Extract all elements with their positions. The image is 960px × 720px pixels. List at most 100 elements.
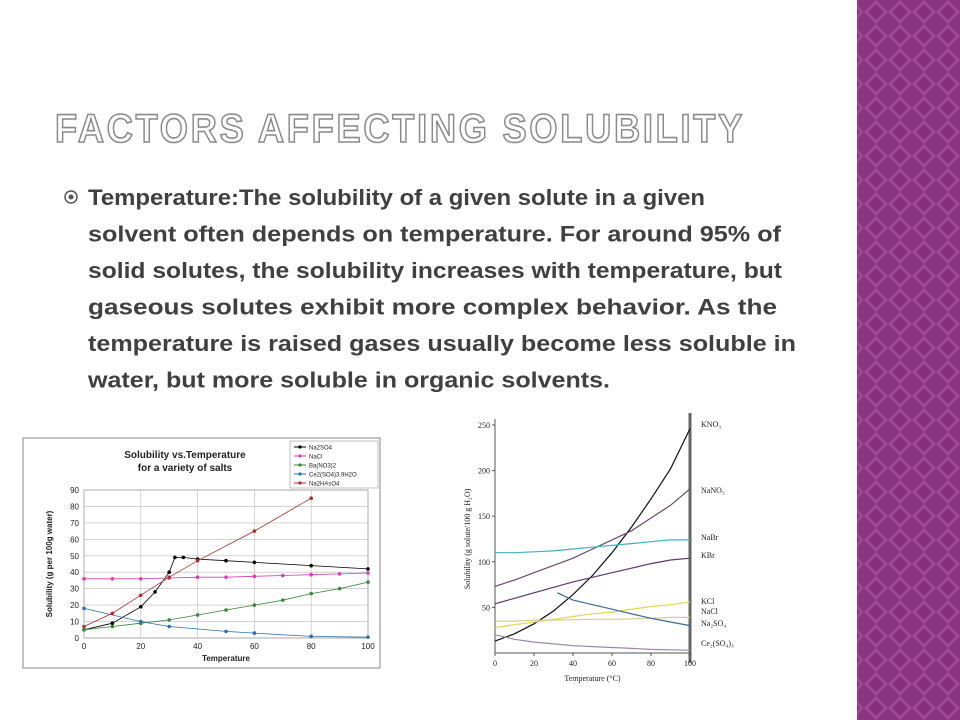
series-label: KBr [701, 551, 715, 560]
data-point [281, 598, 285, 602]
y-tick-label: 250 [478, 421, 490, 430]
data-point [181, 555, 186, 560]
legend-marker [298, 472, 302, 476]
data-point [337, 572, 342, 576]
data-point [173, 555, 177, 560]
y-axis-label: Solubility (g per 100g water) [45, 510, 54, 617]
data-point [139, 619, 143, 624]
data-point [167, 618, 171, 622]
x-tick-label: 100 [361, 642, 375, 651]
legend-label: Na2HAsO4 [309, 482, 340, 488]
data-point [110, 611, 115, 616]
legend-label: Ce2(SO4)3.9H2O [309, 473, 357, 479]
y-tick-label: 150 [478, 512, 490, 521]
data-point [309, 591, 314, 596]
series-line [495, 616, 690, 622]
chart-solubility-salts: 0 10 20 30 40 50 60 70 80 90 0 20 40 60 80 100 Solubilit… [45, 440, 379, 663]
y-tick-label: 90 [70, 486, 79, 495]
data-point [337, 586, 342, 591]
y-tick-label: 50 [482, 603, 490, 612]
y-tick-label: 0 [75, 634, 80, 643]
data-point [252, 574, 257, 579]
x-axis-label: Temperature [202, 654, 250, 663]
series-label: NaBr [701, 533, 719, 542]
x-tick-label: 40 [569, 659, 577, 668]
x-tick-label: 20 [530, 659, 538, 668]
data-point [366, 580, 370, 584]
series-line [83, 557, 369, 631]
data-point [224, 575, 228, 579]
data-point [252, 603, 257, 607]
y-tick-label: 10 [70, 618, 79, 627]
data-point [281, 573, 285, 578]
y-tick-label: 20 [70, 601, 79, 610]
series-label: NaCl [701, 607, 719, 616]
series-label: KNO₃ [701, 420, 721, 429]
series-label: NaNO₃ [701, 486, 725, 495]
data-point [309, 634, 314, 639]
series-line [557, 592, 691, 627]
data-point [82, 624, 86, 629]
x-tick-label: 60 [608, 659, 616, 668]
chart-subtitle: for a variety of salts [138, 463, 233, 474]
y-tick-label: 100 [478, 558, 490, 567]
legend-marker [298, 463, 302, 467]
data-point [110, 577, 115, 581]
legend-marker [298, 454, 302, 458]
legend-marker [298, 481, 302, 485]
data-point [82, 577, 86, 581]
y-tick-label: 200 [478, 467, 490, 476]
y-tick-label: 30 [70, 585, 79, 594]
data-point [366, 635, 370, 639]
series-line [494, 488, 691, 587]
side-band [857, 0, 960, 720]
data-point [139, 593, 143, 598]
bullet-line: Temperature:The solubility of a given so… [88, 185, 705, 210]
data-point [195, 575, 200, 579]
x-tick-label: 0 [82, 642, 87, 651]
data-point [224, 629, 228, 634]
x-tick-label: 40 [193, 642, 202, 651]
series-label: Ce₂(SO₄)₃ [701, 639, 734, 648]
x-tick-label: 0 [493, 659, 497, 668]
y-tick-label: 40 [70, 568, 79, 577]
data-point [195, 613, 200, 617]
series-line [494, 601, 691, 629]
x-axis-label: Temperature (°C) [564, 674, 621, 683]
data-point [195, 558, 200, 563]
bullet-icon [68, 194, 74, 200]
series-line [494, 557, 691, 605]
series-line [494, 428, 691, 642]
data-point [252, 529, 257, 533]
slide-title: FACTORS AFFECTING SOLUBILITY [55, 107, 745, 151]
data-point [139, 577, 143, 581]
legend-label: NaCl [309, 455, 322, 461]
chart-solubility-curves: 50 100 150 200 250 0 20 40 60 80 100 Temperature (°… [463, 413, 734, 683]
series-line [495, 539, 690, 554]
series-label: Na₂SO₄ [701, 619, 726, 628]
data-point [252, 631, 257, 635]
data-point [309, 572, 314, 577]
legend-marker [298, 445, 302, 449]
y-tick-label: 60 [70, 535, 79, 544]
bullet-line: solid solutes, the solubility increases … [88, 258, 783, 283]
bullet-line: gaseous solutes exhibit more complex beh… [88, 295, 777, 320]
bullet-line: water, but more soluble in organic solve… [87, 368, 610, 393]
y-tick-label: 80 [70, 502, 79, 511]
y-tick-label: 50 [70, 552, 79, 561]
data-point [309, 563, 314, 568]
data-point [224, 608, 228, 612]
data-point [82, 606, 86, 611]
legend-label: Ba(NO3)2 [309, 464, 337, 470]
bullet-icon [64, 190, 78, 204]
data-point [110, 621, 115, 625]
data-point [153, 590, 157, 594]
data-point [309, 496, 314, 501]
bullet-text: Temperature:The solubility of a given so… [87, 185, 796, 393]
data-point [224, 558, 228, 563]
data-point [167, 570, 171, 575]
bullet-line: solvent often depends on temperature. Fo… [88, 222, 782, 247]
chart-title: Solubility vs.Temperature [124, 450, 246, 461]
x-tick-label: 80 [307, 642, 316, 651]
